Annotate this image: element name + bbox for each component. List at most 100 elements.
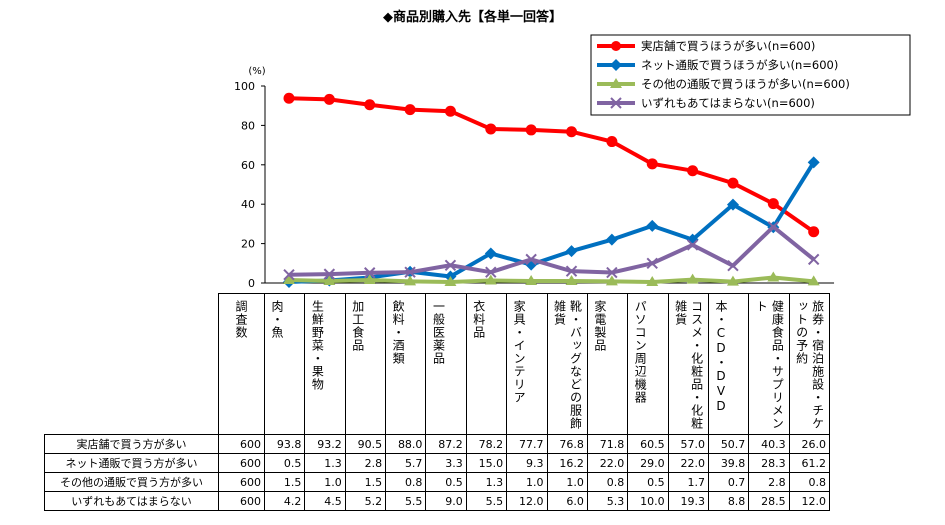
value-cell: 1.5 (263, 472, 306, 492)
value-cell: 22.0 (667, 453, 709, 473)
category-header: 肉・魚 (263, 293, 306, 435)
value-cell: 90.5 (344, 434, 387, 454)
legend-label: ネット通販で買うほうが多い(n=600) (641, 58, 838, 72)
line-chart: 0 20 40 60 80 100 (%) 実店舗で買うほうが多い(n=600) ネット通販で買… (234, 34, 911, 290)
data-point (323, 268, 336, 280)
row-label: いずれもあてはまらない (44, 491, 219, 511)
category-header: 衣料品 (465, 293, 508, 435)
data-point (646, 219, 659, 232)
row-label: ネット通販で買う方が多い (44, 453, 219, 473)
value-cell: 26.0 (788, 434, 831, 454)
data-point (404, 104, 416, 116)
value-cell: 28.5 (748, 491, 790, 511)
data-point (485, 266, 497, 278)
category-header: 家具・インテリア (506, 293, 548, 435)
data-table: 調査数 肉・魚 生鮮野菜・果物 加工食品 飲料・酒類 一般医薬品 衣料品 家具・インテリア 靴・… (44, 293, 831, 511)
value-cell: 39.8 (707, 453, 750, 473)
value-cell: 1.3 (465, 472, 508, 492)
value-cell: 5.5 (385, 491, 427, 511)
table-corner (44, 293, 219, 435)
category-label: 加工食品 (350, 300, 365, 352)
category-label: 家電製品 (592, 300, 607, 352)
data-point (363, 274, 376, 285)
value-cell: 16.2 (546, 453, 588, 473)
category-label: パソコン周辺機器 (633, 300, 648, 404)
value-cell: 0.5 (627, 472, 669, 492)
category-header: 家電製品 (586, 293, 629, 435)
value-cell: 1.0 (304, 472, 346, 492)
data-point (606, 136, 618, 148)
data-point (364, 99, 376, 111)
row-label: その他の通販で買う方が多い (44, 472, 219, 492)
value-cell: 5.2 (344, 491, 387, 511)
data-point (485, 123, 497, 135)
data-point (323, 275, 336, 286)
value-cell: 8.8 (707, 491, 750, 511)
legend-marker (610, 97, 622, 109)
value-cell: 1.0 (506, 472, 548, 492)
value-cell: 60.5 (627, 434, 669, 454)
data-point (484, 274, 497, 285)
sample-size-header: 調査数 (218, 293, 265, 435)
category-header: 健康食品・サプリメント (748, 293, 790, 435)
category-header: 本・CD・DVD (707, 293, 750, 435)
data-point (525, 124, 537, 136)
data-point (646, 158, 658, 170)
data-point (767, 198, 779, 210)
sample-size-cell: 600 (218, 472, 265, 492)
category-header: 加工食品 (344, 293, 387, 435)
data-point (686, 239, 699, 251)
category-label: コスメ・化粧品・化粧雑貨 (673, 300, 704, 430)
value-cell: 0.5 (263, 453, 306, 473)
value-cell: 76.8 (546, 434, 588, 454)
category-label: 健康食品・サプリメント (754, 300, 785, 430)
value-cell: 77.7 (506, 434, 548, 454)
series-line (288, 224, 815, 277)
value-cell: 22.0 (586, 453, 629, 473)
category-label: 家具・インテリア (512, 300, 527, 404)
data-point (606, 266, 618, 279)
category-label: 肉・魚 (270, 300, 284, 339)
table-row: いずれもあてはまらない 600 4.2 4.5 5.2 5.5 9.0 5.5 12.0 6.0 5… (44, 491, 831, 511)
category-header: 生鮮野菜・果物 (304, 293, 346, 435)
value-cell: 9.0 (425, 491, 467, 511)
value-cell: 40.3 (748, 434, 790, 454)
chart-title: ◆商品別購入先【各単一回答】 (383, 10, 562, 25)
data-point (283, 92, 295, 104)
value-cell: 29.0 (627, 453, 669, 473)
data-point (605, 233, 618, 246)
data-point (525, 253, 537, 266)
data-point (807, 275, 820, 286)
legend-marker (611, 41, 621, 51)
legend-label: 実店舗で買うほうが多い(n=600) (641, 39, 815, 53)
value-cell: 5.3 (586, 491, 629, 511)
value-cell: 15.0 (465, 453, 508, 473)
sample-size-header-text: 調査数 (234, 300, 248, 339)
value-cell: 0.8 (586, 472, 629, 492)
category-label: 旅券・宿泊施設・チケットの予約 (794, 300, 825, 430)
value-cell: 0.7 (707, 472, 750, 492)
data-point (565, 245, 578, 258)
data-point (444, 276, 457, 287)
value-cell: 0.8 (788, 472, 831, 492)
category-label: 生鮮野菜・果物 (310, 300, 325, 391)
y-unit-label: (%) (248, 66, 265, 77)
sample-size-cell: 600 (218, 453, 265, 473)
data-point (726, 198, 739, 211)
y-tick-label: 0 (248, 277, 255, 290)
category-header: パソコン周辺機器 (627, 293, 669, 435)
value-cell: 2.8 (748, 472, 790, 492)
value-cell: 0.5 (425, 472, 467, 492)
value-cell: 4.2 (263, 491, 306, 511)
value-cell: 5.7 (385, 453, 427, 473)
table-row: その他の通販で買う方が多い 600 1.5 1.0 1.5 0.8 0.5 1.3 1.0 1.0… (44, 472, 831, 492)
value-cell: 1.7 (667, 472, 709, 492)
row-label: 実店舗で買う方が多い (44, 434, 219, 454)
sample-size-cell: 600 (218, 491, 265, 511)
data-point (767, 271, 780, 282)
value-cell: 61.2 (788, 453, 831, 473)
value-cell: 4.5 (304, 491, 346, 511)
data-point (444, 259, 457, 271)
category-label: 本・CD・DVD (713, 300, 728, 414)
value-cell: 19.3 (667, 491, 709, 511)
